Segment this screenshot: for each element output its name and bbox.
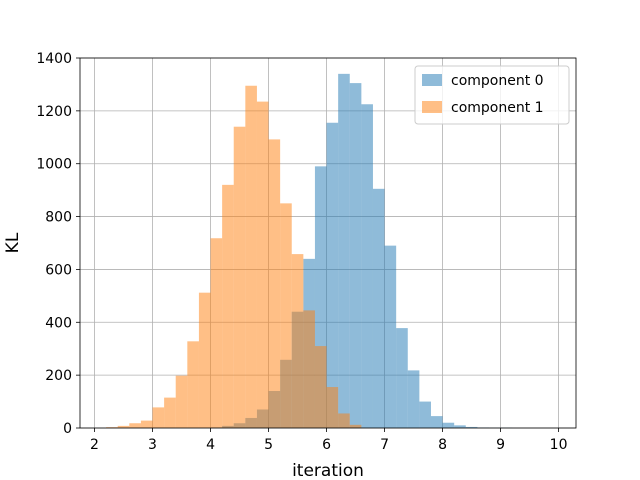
y-tick-label: 400: [45, 315, 72, 331]
bar-component-1: [326, 387, 339, 428]
bar-component-1: [222, 184, 234, 428]
bars: [106, 73, 513, 428]
bar-component-0: [430, 416, 443, 428]
bar-component-1: [338, 413, 350, 428]
y-axis-title: KL: [3, 232, 23, 253]
bar-component-1: [349, 424, 362, 428]
x-axis-ticks: 2 3 4 5 6 7 8 9 10: [90, 428, 568, 453]
y-tick-label: 1400: [36, 51, 72, 67]
bar-component-1: [245, 85, 257, 428]
x-tick-label: 9: [496, 437, 505, 453]
x-tick-label: 4: [206, 437, 215, 453]
y-tick-label: 1000: [36, 157, 72, 173]
bar-component-1: [187, 341, 199, 428]
bar-component-0: [326, 122, 339, 428]
x-tick-label: 10: [550, 437, 568, 453]
bar-component-1: [291, 254, 304, 428]
bar-component-1: [280, 203, 292, 428]
x-axis-title: iteration: [292, 461, 364, 480]
y-tick-label: 800: [45, 210, 72, 226]
x-tick-label: 6: [322, 437, 331, 453]
y-tick-label: 600: [45, 262, 72, 278]
bar-component-0: [361, 104, 373, 428]
bar-component-0: [442, 422, 455, 428]
bar-component-1: [198, 292, 211, 428]
bar-component-0: [372, 188, 385, 428]
x-tick-label: 2: [90, 437, 99, 453]
bar-component-1: [210, 238, 223, 428]
bar-component-1: [233, 126, 246, 428]
bar-component-1: [314, 346, 327, 428]
bar-component-0: [384, 245, 397, 428]
bar-component-1: [256, 101, 269, 428]
bar-component-1: [140, 420, 153, 428]
bar-component-1: [129, 423, 141, 428]
bar-component-0: [465, 426, 478, 428]
legend-swatch-component-0: [422, 74, 442, 86]
bar-component-0: [349, 83, 362, 428]
bar-component-0: [338, 73, 350, 428]
x-tick-label: 5: [264, 437, 273, 453]
bar-component-1: [164, 397, 176, 428]
bar-component-0: [454, 425, 466, 428]
y-tick-label: 0: [63, 421, 72, 437]
bar-component-0: [419, 401, 431, 428]
legend: component 0 component 1: [414, 65, 570, 125]
y-axis-ticks: 0 200 400 600 800 1000 1200 1400: [36, 51, 80, 437]
x-tick-label: 7: [380, 437, 389, 453]
x-tick-label: 8: [438, 437, 447, 453]
bar-component-1: [303, 310, 315, 428]
legend-label-component-1: component 1: [451, 100, 544, 116]
legend-box: [414, 65, 570, 125]
bar-component-0: [314, 166, 327, 428]
y-tick-label: 1200: [36, 104, 72, 120]
bar-component-1: [268, 139, 281, 428]
bar-component-1: [152, 407, 165, 428]
legend-label-component-0: component 0: [451, 73, 544, 89]
plot-frame: [79, 57, 577, 429]
bar-component-0: [396, 328, 408, 428]
x-tick-label: 3: [148, 437, 157, 453]
y-tick-label: 200: [45, 368, 72, 384]
legend-swatch-component-1: [422, 101, 442, 113]
bar-component-1: [175, 375, 188, 428]
bar-component-1: [117, 425, 130, 428]
bar-component-0: [407, 370, 420, 428]
